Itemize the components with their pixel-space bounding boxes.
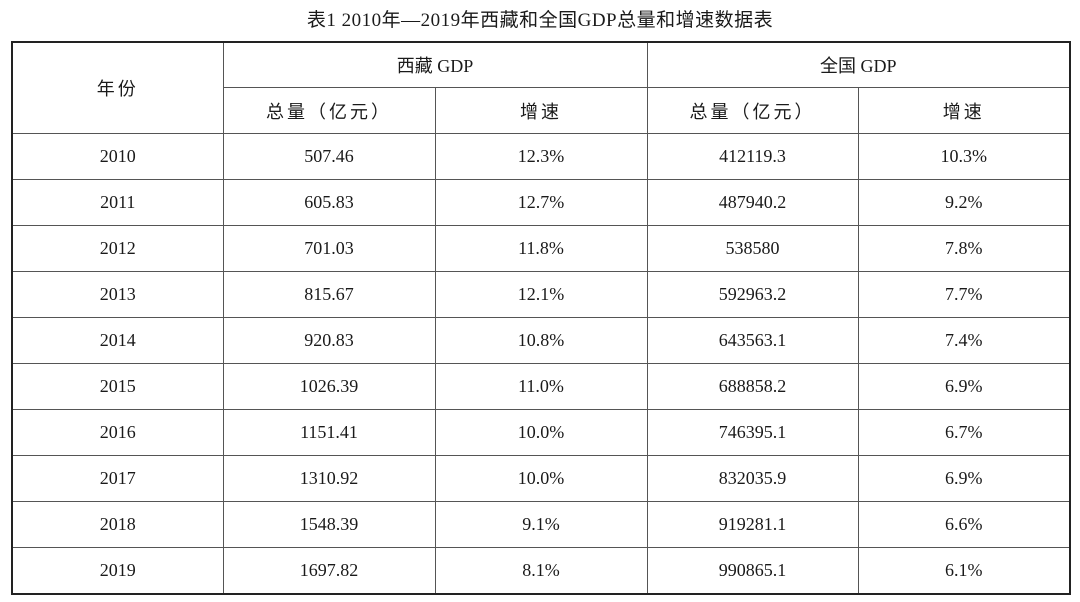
cell-national-growth: 6.9%	[857, 455, 1071, 502]
table-body: 2010 507.46 12.3% 412119.3 10.3% 2011 605.83 12…	[11, 133, 1071, 595]
cell-xizang-total: 815.67	[222, 271, 436, 318]
cell-xizang-total: 1151.41	[222, 409, 436, 456]
cell-xizang-total: 1697.82	[222, 547, 436, 595]
cell-xizang-growth: 10.8%	[434, 317, 648, 364]
table-row: 2010 507.46 12.3% 412119.3 10.3%	[11, 133, 1071, 180]
header-row-groups: 年份 西藏 GDP 全国 GDP	[11, 41, 1071, 134]
cell-national-growth: 7.8%	[857, 225, 1071, 272]
cell-year: 2015	[11, 363, 224, 410]
cell-xizang-total: 1548.39	[222, 501, 436, 548]
cell-national-total: 990865.1	[646, 547, 859, 595]
cell-xizang-growth: 12.1%	[434, 271, 648, 318]
header-group-xizang: 西藏 GDP	[222, 41, 648, 88]
cell-national-total: 643563.1	[646, 317, 859, 364]
table-row: 2014 920.83 10.8% 643563.1 7.4%	[11, 317, 1071, 364]
header-xizang-growth: 增速	[434, 87, 648, 134]
table-row: 2011 605.83 12.7% 487940.2 9.2%	[11, 179, 1071, 226]
cell-national-growth: 9.2%	[857, 179, 1071, 226]
header-row-sub: 总量（亿元） 增速 总量（亿元） 增速	[12, 87, 1071, 134]
cell-national-growth: 10.3%	[857, 133, 1071, 180]
table-row: 2018 1548.39 9.1% 919281.1 6.6%	[11, 501, 1071, 548]
table-row: 2017 1310.92 10.0% 832035.9 6.9%	[11, 455, 1071, 502]
cell-year: 2013	[11, 271, 224, 318]
cell-year: 2014	[11, 317, 224, 364]
cell-national-total: 746395.1	[646, 409, 859, 456]
cell-national-growth: 7.7%	[857, 271, 1071, 318]
cell-national-growth: 6.1%	[857, 547, 1071, 595]
cell-year: 2019	[11, 547, 224, 595]
cell-year: 2010	[11, 133, 224, 180]
cell-xizang-total: 1026.39	[222, 363, 436, 410]
cell-year: 2011	[11, 179, 224, 226]
cell-year: 2017	[11, 455, 224, 502]
cell-xizang-growth: 11.0%	[434, 363, 648, 410]
cell-xizang-growth: 11.8%	[434, 225, 648, 272]
table-row: 2012 701.03 11.8% 538580 7.8%	[11, 225, 1071, 272]
cell-national-growth: 7.4%	[857, 317, 1071, 364]
table-row: 2016 1151.41 10.0% 746395.1 6.7%	[11, 409, 1071, 456]
cell-xizang-total: 507.46	[222, 133, 436, 180]
header-national-total: 总量（亿元）	[646, 87, 859, 134]
table-row: 2019 1697.82 8.1% 990865.1 6.1%	[11, 547, 1071, 595]
cell-xizang-total: 920.83	[222, 317, 436, 364]
table-header: 年份 西藏 GDP 全国 GDP 总量（亿元） 增速 总量（亿元） 增速	[11, 41, 1071, 134]
table-row: 2015 1026.39 11.0% 688858.2 6.9%	[11, 363, 1071, 410]
cell-xizang-total: 605.83	[222, 179, 436, 226]
cell-xizang-growth: 12.3%	[434, 133, 648, 180]
gdp-data-table: 年份 西藏 GDP 全国 GDP 总量（亿元） 增速 总量（亿元） 增速 201…	[11, 41, 1072, 595]
cell-year: 2018	[11, 501, 224, 548]
cell-year: 2016	[11, 409, 224, 456]
cell-national-total: 487940.2	[646, 179, 859, 226]
header-national-growth: 增速	[857, 87, 1071, 134]
table-row: 2013 815.67 12.1% 592963.2 7.7%	[11, 271, 1071, 318]
cell-xizang-growth: 10.0%	[434, 409, 648, 456]
cell-national-total: 412119.3	[646, 133, 859, 180]
cell-xizang-growth: 8.1%	[434, 547, 648, 595]
cell-national-total: 538580	[646, 225, 859, 272]
cell-national-growth: 6.6%	[857, 501, 1071, 548]
cell-national-growth: 6.7%	[857, 409, 1071, 456]
cell-xizang-growth: 9.1%	[434, 501, 648, 548]
header-group-national: 全国 GDP	[646, 41, 1071, 88]
table-caption: 表1 2010年—2019年西藏和全国GDP总量和增速数据表	[306, 10, 774, 31]
cell-national-total: 832035.9	[646, 455, 859, 502]
header-year: 年份	[11, 41, 224, 134]
cell-xizang-growth: 12.7%	[434, 179, 648, 226]
cell-year: 2012	[11, 225, 224, 272]
cell-xizang-total: 701.03	[222, 225, 436, 272]
cell-xizang-growth: 10.0%	[434, 455, 648, 502]
cell-national-total: 592963.2	[646, 271, 859, 318]
cell-national-total: 688858.2	[646, 363, 859, 410]
cell-xizang-total: 1310.92	[222, 455, 436, 502]
cell-national-growth: 6.9%	[857, 363, 1071, 410]
cell-national-total: 919281.1	[646, 501, 859, 548]
header-xizang-total: 总量（亿元）	[222, 87, 436, 134]
